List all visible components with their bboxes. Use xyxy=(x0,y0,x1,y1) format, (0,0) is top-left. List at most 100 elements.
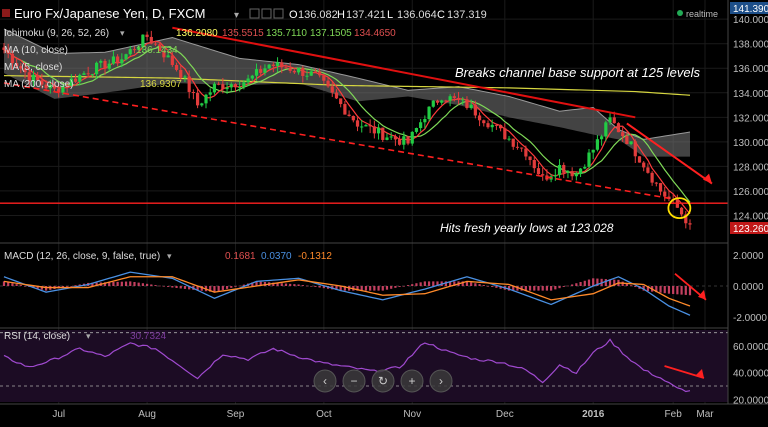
rsi-pane xyxy=(0,332,728,393)
macd-histogram-bar xyxy=(297,284,300,286)
candle-body xyxy=(40,80,44,85)
macd-histogram-bar xyxy=(465,281,469,286)
macd-histogram-bar xyxy=(251,282,254,286)
candle-body xyxy=(650,172,654,183)
ohlc-c-value: 137.319 xyxy=(447,9,487,21)
candle-body xyxy=(313,71,318,73)
macd-histogram-bar xyxy=(486,286,490,287)
candle-body xyxy=(254,69,259,76)
candle-body xyxy=(221,84,225,90)
macd-chevron-icon[interactable]: ▾ xyxy=(167,251,172,261)
candle-body xyxy=(557,165,562,175)
ichimoku-chevron-icon[interactable]: ▾ xyxy=(120,28,125,38)
candle-body xyxy=(23,68,27,73)
macd-histogram-bar xyxy=(66,286,69,287)
visibility-icon[interactable] xyxy=(249,8,260,19)
candle-body xyxy=(271,64,275,66)
macd-histogram-bar xyxy=(120,281,123,286)
candle-body xyxy=(402,136,406,145)
yearly-low-circle xyxy=(667,197,692,220)
candle-body xyxy=(103,60,107,69)
macd-histogram-bar xyxy=(91,282,94,286)
macd-histogram-bar xyxy=(642,286,645,291)
zoom-toolbar: ‹ − ↻ + › xyxy=(313,369,453,393)
macd-histogram-bar xyxy=(423,281,426,286)
macd-histogram-bar xyxy=(491,286,494,287)
macd-histogram-bar xyxy=(293,284,296,286)
macd-histogram-bar xyxy=(369,286,372,291)
scroll-left-button[interactable] xyxy=(313,369,337,393)
macd-histogram-bar xyxy=(625,283,628,286)
candle-body xyxy=(566,171,570,173)
macd-histogram-bar xyxy=(74,285,77,286)
candle-body xyxy=(684,214,688,224)
macd-histogram-bar xyxy=(583,280,586,286)
macd-tick-label: -2.0000 xyxy=(733,313,767,324)
candle-body xyxy=(520,147,524,149)
candle-body xyxy=(141,34,145,48)
candle-body xyxy=(61,85,65,93)
macd-histogram-bar xyxy=(36,286,39,289)
realtime-dot-icon xyxy=(677,10,683,16)
candle-body xyxy=(465,99,469,109)
dropdown-chevron-icon[interactable]: ▾ xyxy=(234,10,239,21)
rsi-down-arrow-head xyxy=(696,369,704,378)
rsi-chevron-icon[interactable]: ▾ xyxy=(86,331,91,341)
candle-body xyxy=(343,104,347,115)
candle-body xyxy=(414,128,419,132)
price-badge-current xyxy=(730,222,768,234)
macd-histogram-bar xyxy=(23,286,27,287)
ichimoku-label[interactable]: Ichimoku (9, 26, 52, 26) xyxy=(4,28,109,39)
ma5-label[interactable]: MA (5, close) xyxy=(4,62,62,73)
candle-body xyxy=(389,136,393,138)
macd-histogram-bar xyxy=(415,283,418,286)
reset-button[interactable] xyxy=(371,369,395,393)
symbol-title[interactable]: Euro Fx/Japanese Yen, D, FXCM xyxy=(14,6,205,21)
scroll-right-button[interactable] xyxy=(429,369,453,393)
candle-body xyxy=(532,160,536,169)
macd-histogram-bar xyxy=(289,283,292,286)
rsi-tick-label: 60.0000 xyxy=(733,342,768,353)
candle-body xyxy=(82,73,86,75)
candle-body xyxy=(208,92,212,95)
candle-body xyxy=(48,84,52,89)
settings-icon[interactable] xyxy=(261,8,272,19)
candle-body xyxy=(612,117,616,124)
price-badge-top-text: 141.390 xyxy=(733,4,768,15)
candle-body xyxy=(246,78,250,83)
rsi-legend: RSI (14, close) ▾ 30.7324 xyxy=(4,331,167,342)
macd-histogram-bar xyxy=(613,279,616,286)
macd-histogram-bar xyxy=(200,286,203,291)
candle-body xyxy=(6,49,10,54)
zoom-out-button[interactable] xyxy=(342,369,366,393)
ichimoku-value-3: 135.7110 xyxy=(266,28,307,39)
macd-histogram-bar xyxy=(604,279,607,286)
macd-histogram-bar xyxy=(213,286,216,293)
zoom-in-button[interactable] xyxy=(400,369,424,393)
candle-body xyxy=(137,47,141,50)
macd-label[interactable]: MACD (12, 26, close, 9, false, true) xyxy=(4,251,160,262)
macd-histogram-bar xyxy=(19,285,22,286)
time-tick-label: Mar xyxy=(696,409,714,420)
macd-histogram-bar xyxy=(150,284,153,286)
annotation-hits: Hits fresh yearly lows at 123.028 xyxy=(440,221,614,235)
ichimoku-value-1: 136.2080 xyxy=(176,28,218,39)
candle-body xyxy=(309,71,313,76)
candle-body xyxy=(153,43,158,45)
candle-body xyxy=(149,36,153,44)
ma10-label[interactable]: MA (10, close) xyxy=(4,45,68,56)
candle-body xyxy=(562,165,566,173)
ma200-label[interactable]: MA (200, close) xyxy=(4,79,73,90)
remove-icon[interactable] xyxy=(273,8,284,19)
rsi-label[interactable]: RSI (14, close) xyxy=(4,331,70,342)
candle-body xyxy=(398,139,402,145)
macd-histogram-bar xyxy=(141,283,144,286)
candle-body xyxy=(107,63,111,69)
candle-body xyxy=(637,156,642,163)
candle-body xyxy=(393,136,397,140)
candle-body xyxy=(368,125,372,127)
candle-body xyxy=(31,74,36,82)
macd-histogram-bar xyxy=(255,281,258,286)
